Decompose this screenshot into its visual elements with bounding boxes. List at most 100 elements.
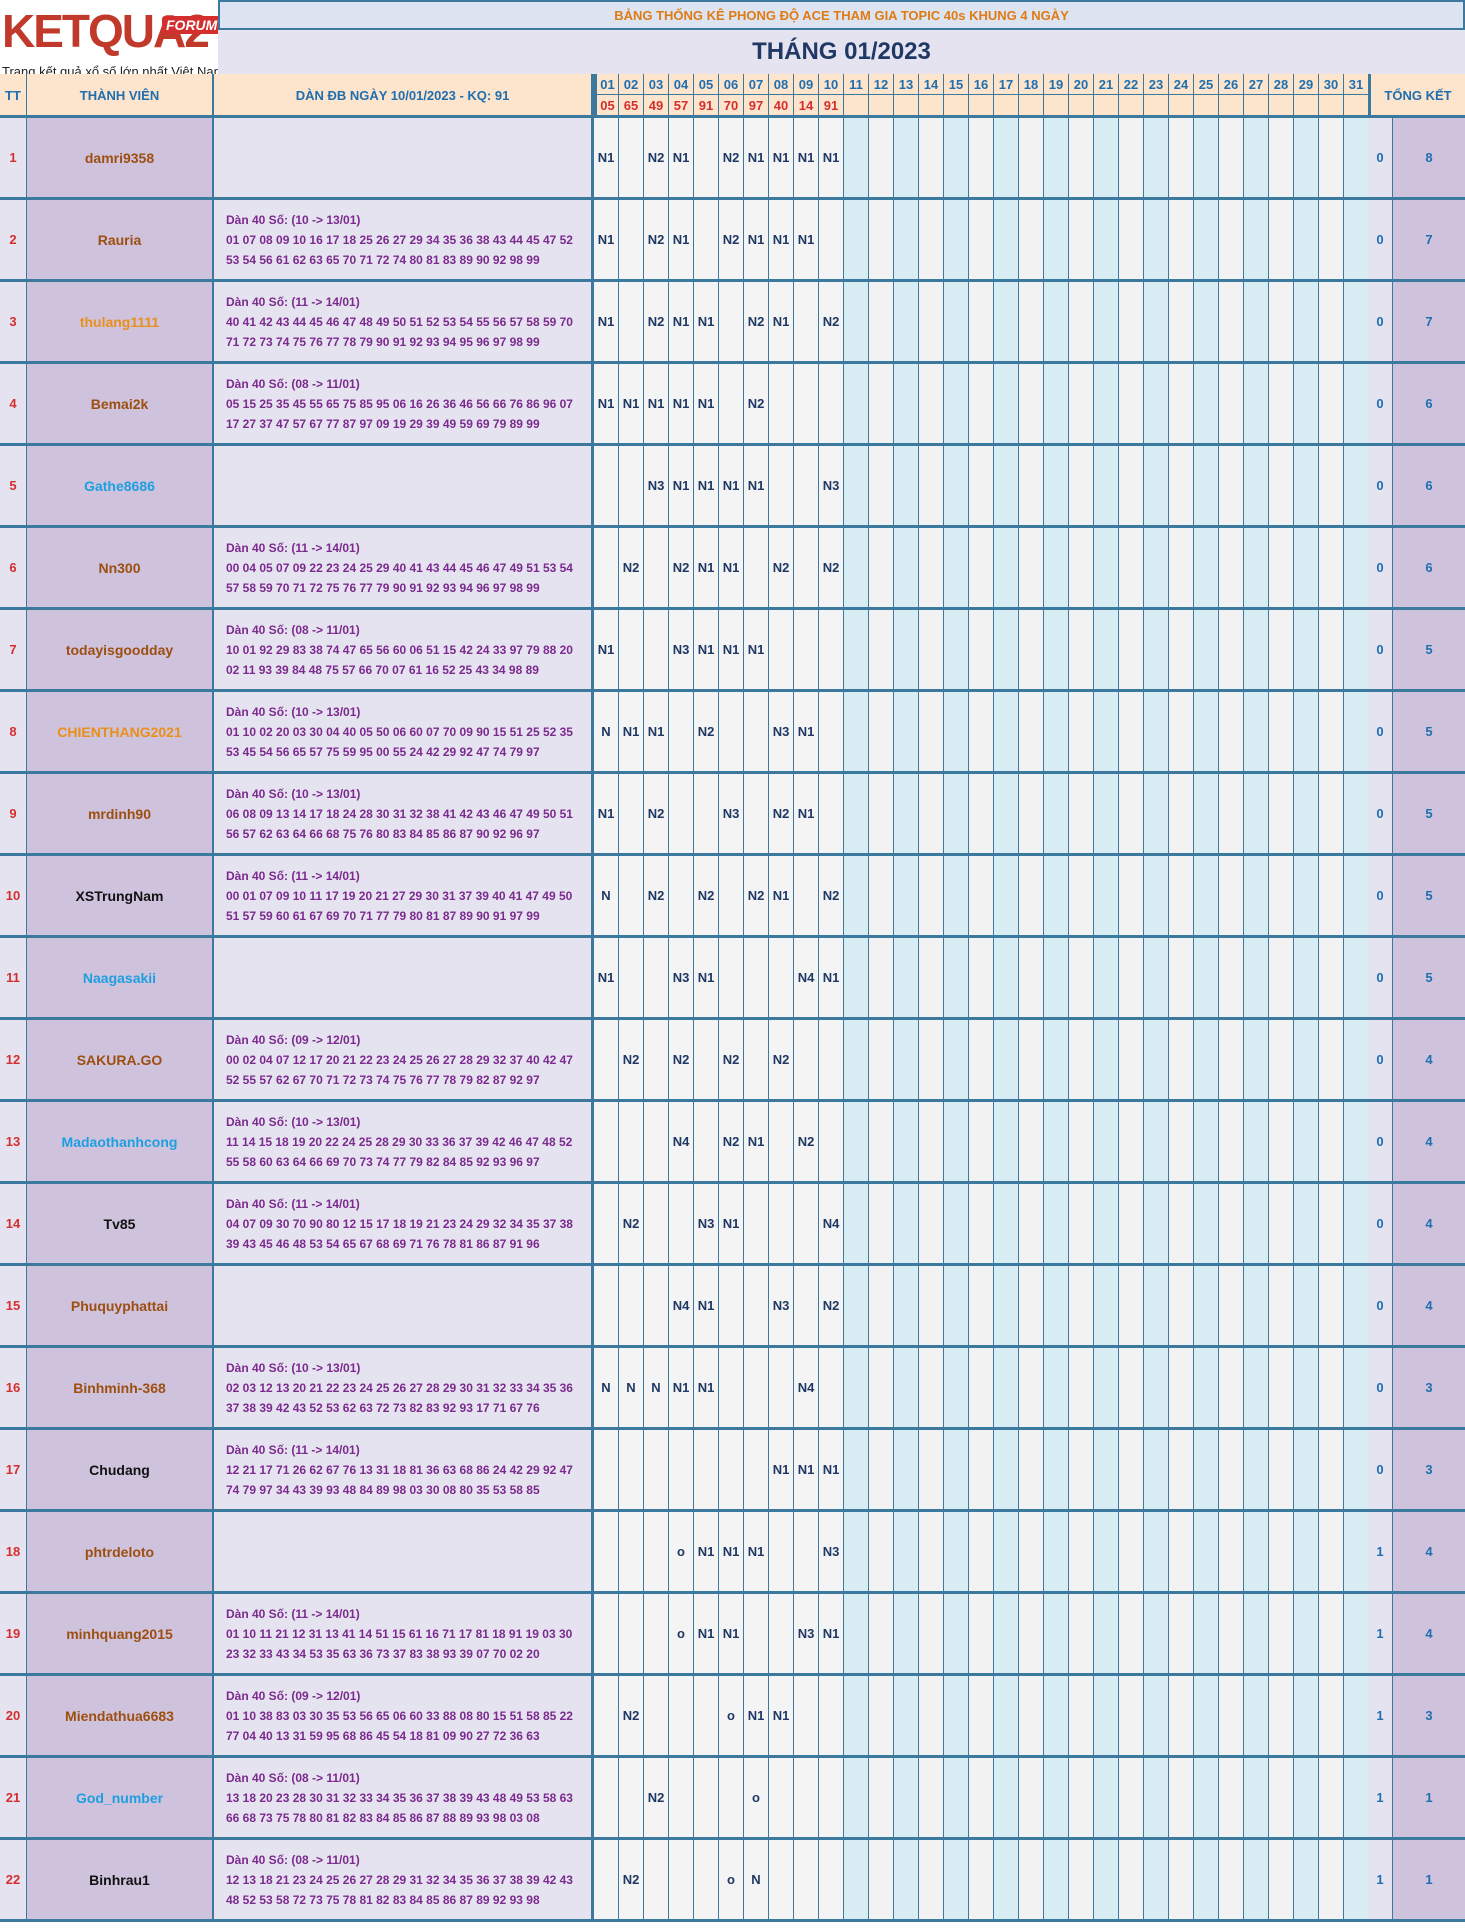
day-header-02: 02 — [619, 74, 644, 95]
total-hits: 1 — [1393, 1758, 1465, 1837]
member-name[interactable]: Rauria — [27, 200, 214, 279]
day-mark-26 — [1219, 446, 1244, 525]
day-mark-21 — [1094, 938, 1119, 1017]
member-name[interactable]: Madaothanhcong — [27, 1102, 214, 1181]
day-mark-29 — [1294, 1348, 1319, 1427]
member-name[interactable]: Naagasakii — [27, 938, 214, 1017]
day-result-18 — [1019, 95, 1044, 116]
member-name[interactable]: XSTrungNam — [27, 856, 214, 935]
day-mark-02 — [619, 856, 644, 935]
day-mark-13 — [894, 528, 919, 607]
member-name[interactable]: todayisgoodday — [27, 610, 214, 689]
member-name[interactable]: Binhrau1 — [27, 1840, 214, 1919]
dan-text: Dàn 40 Số: (11 -> 14/01) 00 04 05 07 09 2… — [226, 538, 573, 598]
dan-numbers: 56 57 62 63 64 66 68 75 76 80 83 84 85 8… — [226, 826, 540, 841]
day-mark-27 — [1244, 118, 1269, 197]
day-mark-01 — [594, 1676, 619, 1755]
member-name[interactable]: Binhminh-368 — [27, 1348, 214, 1427]
dan-cell: Dàn 40 Số: (10 -> 13/01) 11 14 15 18 19 2… — [214, 1102, 594, 1181]
day-mark-18 — [1019, 1430, 1044, 1509]
day-mark-28 — [1269, 446, 1294, 525]
day-mark-20 — [1069, 1102, 1094, 1181]
day-mark-15 — [944, 1184, 969, 1263]
day-header-06: 06 — [719, 74, 744, 95]
member-name[interactable]: Gathe8686 — [27, 446, 214, 525]
day-mark-13 — [894, 856, 919, 935]
day-mark-31 — [1344, 1840, 1369, 1919]
day-mark-18 — [1019, 1512, 1044, 1591]
day-mark-24 — [1169, 446, 1194, 525]
day-mark-26 — [1219, 1348, 1244, 1427]
day-mark-21 — [1094, 528, 1119, 607]
day-mark-01 — [594, 1266, 619, 1345]
day-mark-07: N1 — [744, 200, 769, 279]
day-mark-13 — [894, 1594, 919, 1673]
table-row: 12 SAKURA.GO Dàn 40 Số: (09 -> 12/01) 00 02… — [0, 1020, 1465, 1102]
day-result-31 — [1344, 95, 1369, 116]
ketqua2-logo[interactable]: KETQUA2 FORUM Trang kết quả xổ số lớn nh… — [0, 0, 218, 82]
member-name[interactable]: Bemai2k — [27, 364, 214, 443]
total-hits: 5 — [1393, 610, 1465, 689]
table-row: 19 minhquang2015 Dàn 40 Số: (11 -> 14/01) 0… — [0, 1594, 1465, 1676]
day-mark-26 — [1219, 118, 1244, 197]
row-number: 9 — [0, 774, 27, 853]
day-mark-08: N2 — [769, 774, 794, 853]
member-name[interactable]: minhquang2015 — [27, 1594, 214, 1673]
day-mark-24 — [1169, 1348, 1194, 1427]
day-mark-03: N — [644, 1348, 669, 1427]
table-row: 3 thulang1111 Dàn 40 Số: (11 -> 14/01) 40 4… — [0, 282, 1465, 364]
day-mark-28 — [1269, 1430, 1294, 1509]
total-hits: 8 — [1393, 118, 1465, 197]
member-name[interactable]: God_number — [27, 1758, 214, 1837]
day-mark-02 — [619, 774, 644, 853]
day-mark-26 — [1219, 282, 1244, 361]
member-name[interactable]: Nn300 — [27, 528, 214, 607]
day-mark-20 — [1069, 610, 1094, 689]
day-mark-30 — [1319, 1594, 1344, 1673]
member-name[interactable]: thulang1111 — [27, 282, 214, 361]
dan-numbers: 00 04 05 07 09 22 23 24 25 29 40 41 43 4… — [226, 560, 573, 575]
day-mark-27 — [1244, 1512, 1269, 1591]
member-name[interactable]: Chudang — [27, 1430, 214, 1509]
day-mark-06 — [719, 856, 744, 935]
day-mark-12 — [869, 446, 894, 525]
day-mark-03 — [644, 610, 669, 689]
day-mark-07 — [744, 692, 769, 771]
day-mark-08: N1 — [769, 1676, 794, 1755]
col-header-tt: TT — [0, 74, 27, 116]
day-mark-23 — [1144, 1020, 1169, 1099]
day-mark-12 — [869, 118, 894, 197]
day-mark-06: N2 — [719, 118, 744, 197]
day-mark-24 — [1169, 856, 1194, 935]
day-mark-21 — [1094, 446, 1119, 525]
day-header-17: 17 — [994, 74, 1019, 95]
member-name[interactable]: phtrdeloto — [27, 1512, 214, 1591]
member-name[interactable]: Tv85 — [27, 1184, 214, 1263]
member-name[interactable]: CHIENTHANG2021 — [27, 692, 214, 771]
member-name[interactable]: Phuquyphattai — [27, 1266, 214, 1345]
day-mark-19 — [1044, 774, 1069, 853]
day-result-04: 57 — [669, 95, 694, 116]
member-name[interactable]: SAKURA.GO — [27, 1020, 214, 1099]
day-mark-12 — [869, 1348, 894, 1427]
dan-cell: Dàn 40 Số: (11 -> 14/01) 40 41 42 43 44 4… — [214, 282, 594, 361]
day-mark-09 — [794, 1758, 819, 1837]
day-result-23 — [1144, 95, 1169, 116]
table-row: 4 Bemai2k Dàn 40 Số: (08 -> 11/01) 05 15 25… — [0, 364, 1465, 446]
day-mark-15 — [944, 1594, 969, 1673]
day-mark-23 — [1144, 200, 1169, 279]
member-name[interactable]: damri9358 — [27, 118, 214, 197]
day-mark-10 — [819, 1102, 844, 1181]
day-mark-07: N1 — [744, 1676, 769, 1755]
day-mark-26 — [1219, 1430, 1244, 1509]
day-mark-03: N3 — [644, 446, 669, 525]
member-name[interactable]: Miendathua6683 — [27, 1676, 214, 1755]
member-name[interactable]: mrdinh90 — [27, 774, 214, 853]
day-result-09: 14 — [794, 95, 819, 116]
dan-title: Dàn 40 Số: (09 -> 12/01) — [226, 1032, 361, 1047]
dan-cell: Dàn 40 Số: (10 -> 13/01) 01 10 02 20 03 3… — [214, 692, 594, 771]
day-mark-23 — [1144, 1594, 1169, 1673]
day-mark-17 — [994, 282, 1019, 361]
col-header-total: TỔNG KẾT — [1368, 74, 1465, 116]
